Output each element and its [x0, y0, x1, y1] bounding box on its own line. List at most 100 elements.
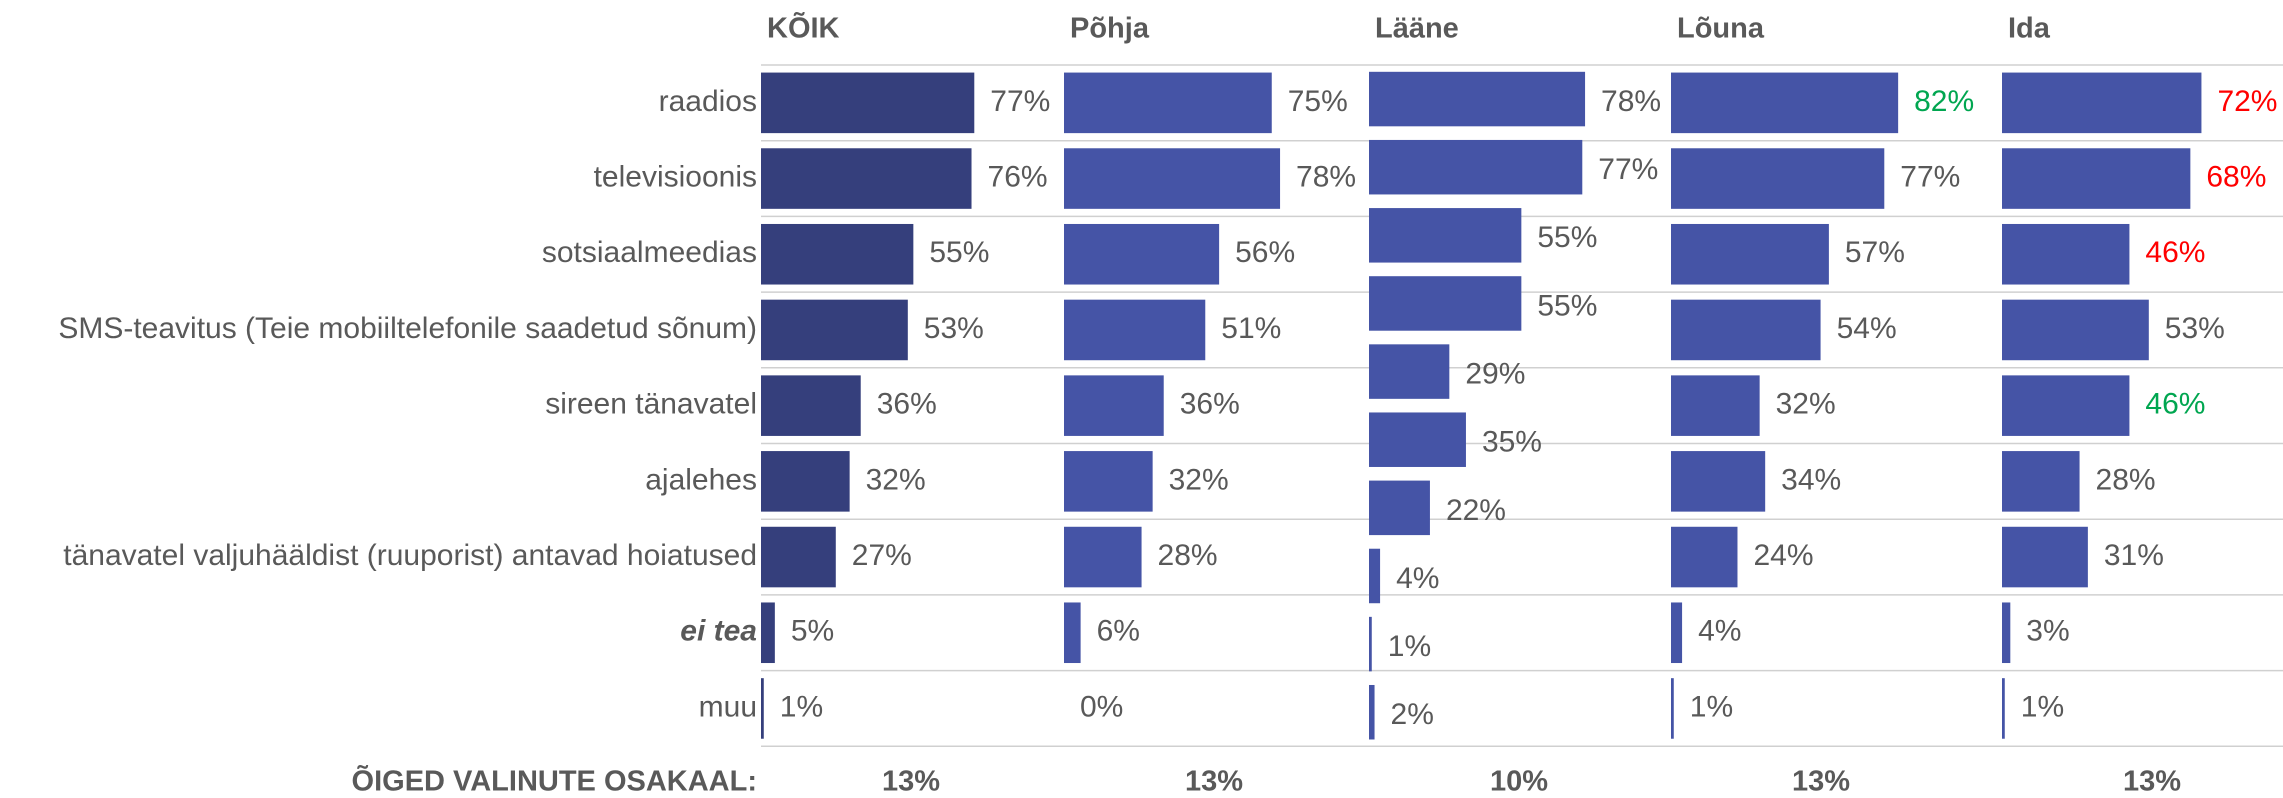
summary-value: 13%: [1792, 766, 1850, 798]
bar: [2002, 375, 2130, 436]
bar: [1671, 678, 1674, 739]
bar: [1369, 412, 1466, 467]
bar: [761, 602, 775, 664]
value-label: 55%: [1537, 221, 1597, 254]
bar: [2002, 451, 2080, 512]
bar: [761, 526, 836, 588]
bar: [1671, 602, 1683, 664]
value-label: 32%: [1776, 388, 1836, 421]
bar: [2002, 72, 2202, 134]
value-label: 77%: [1598, 153, 1658, 186]
value-label: 55%: [929, 236, 989, 269]
value-label: 55%: [1537, 289, 1597, 322]
panel-title: Lääne: [1375, 13, 1459, 45]
bar: [1671, 451, 1766, 512]
bar: [1064, 223, 1220, 285]
category-label: sotsiaalmeedias: [542, 236, 757, 269]
bar: [761, 148, 972, 209]
bar: [1064, 148, 1281, 209]
value-label: 57%: [1845, 236, 1905, 269]
value-label: 72%: [2217, 85, 2277, 118]
category-label: sireen tänavatel: [545, 388, 757, 421]
value-label: 4%: [1396, 562, 1439, 595]
value-label: 35%: [1482, 426, 1542, 459]
value-label: 53%: [924, 312, 984, 345]
panel-title: Põhja: [1070, 13, 1150, 45]
bar: [1369, 276, 1522, 331]
value-label: 1%: [2021, 690, 2064, 723]
value-label: 68%: [2206, 160, 2266, 193]
value-label: 22%: [1446, 494, 1506, 527]
value-label: 56%: [1235, 236, 1295, 269]
bar: [2002, 148, 2191, 209]
value-label: 1%: [1388, 630, 1431, 663]
summary-value: 13%: [1185, 766, 1243, 798]
value-label: 78%: [1296, 160, 1356, 193]
bar: [1369, 480, 1430, 536]
bar: [1671, 299, 1821, 361]
summary-title: ÕIGED VALINUTE OSAKAAL:: [352, 764, 757, 798]
bar: [1064, 299, 1206, 361]
bar: [1671, 148, 1885, 209]
value-label: 36%: [1180, 388, 1240, 421]
category-label: tänavatel valjuhääldist (ruuporist) anta…: [63, 539, 757, 572]
value-label: 51%: [1221, 312, 1281, 345]
value-label: 46%: [2145, 236, 2205, 269]
value-label: 28%: [1158, 539, 1218, 572]
bar: [761, 223, 914, 285]
value-label: 34%: [1781, 463, 1841, 496]
bar: [2002, 678, 2005, 739]
bar: [761, 678, 764, 739]
bar: [1671, 72, 1899, 134]
value-label: 4%: [1698, 615, 1741, 648]
bar: [1064, 72, 1272, 134]
panel-title: Lõuna: [1677, 13, 1765, 45]
value-label: 2%: [1391, 698, 1434, 731]
value-label: 5%: [791, 615, 834, 648]
bar: [1369, 684, 1375, 740]
value-label: 29%: [1465, 358, 1525, 391]
bar: [1369, 71, 1586, 127]
value-label: 36%: [877, 388, 937, 421]
bar: [2002, 602, 2011, 664]
bar: [1369, 344, 1450, 399]
value-label: 53%: [2165, 312, 2225, 345]
bar: [761, 451, 850, 512]
value-label: 1%: [1690, 690, 1733, 723]
bar: [1064, 526, 1142, 588]
value-label: 76%: [988, 160, 1048, 193]
bar: [1064, 451, 1153, 512]
value-label: 31%: [2104, 539, 2164, 572]
value-label: 24%: [1753, 539, 1813, 572]
bar: [761, 375, 861, 436]
bar: [2002, 299, 2149, 361]
value-label: 32%: [1169, 463, 1229, 496]
value-label: 3%: [2026, 615, 2069, 648]
bar: [1671, 526, 1738, 588]
value-label: 77%: [1900, 160, 1960, 193]
category-label: muu: [699, 690, 757, 723]
value-label: 1%: [780, 690, 823, 723]
bar: [1671, 375, 1760, 436]
bar: [1369, 208, 1522, 263]
value-label: 82%: [1914, 85, 1974, 118]
summary-value: 13%: [2123, 766, 2181, 798]
bar: [2002, 223, 2130, 285]
value-label: 0%: [1080, 690, 1123, 723]
bar: [1369, 548, 1381, 604]
category-label: raadios: [659, 85, 757, 118]
bar: [761, 72, 975, 134]
bar: [1064, 375, 1164, 436]
value-label: 28%: [2096, 463, 2156, 496]
value-label: 27%: [852, 539, 912, 572]
bar: [1064, 602, 1081, 664]
bar: [2002, 526, 2088, 588]
panel-title: KÕIK: [767, 11, 840, 45]
summary-value: 13%: [882, 766, 940, 798]
value-label: 78%: [1601, 85, 1661, 118]
category-label: televisioonis: [594, 160, 757, 193]
bar: [761, 299, 908, 361]
value-label: 77%: [990, 85, 1050, 118]
